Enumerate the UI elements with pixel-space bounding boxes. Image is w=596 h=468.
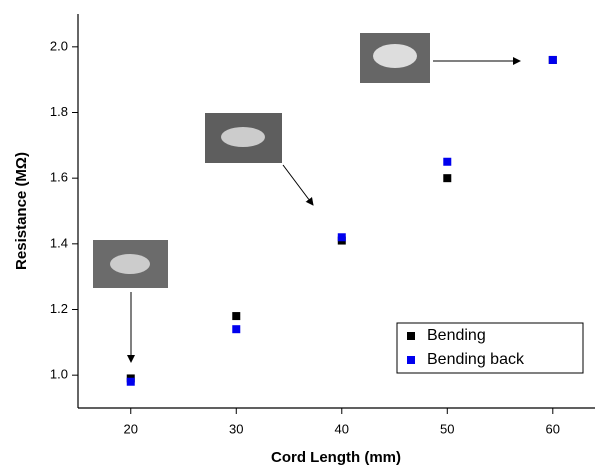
point (232, 325, 241, 334)
legend-swatch (407, 332, 415, 340)
arrow (282, 164, 314, 206)
legend-label: Bending back (427, 351, 525, 368)
x-axis-label: Cord Length (mm) (271, 449, 401, 466)
x-tick-label: 50 (440, 421, 454, 436)
legend-label: Bending (427, 327, 486, 344)
point (337, 233, 346, 242)
photo-detail (373, 44, 417, 68)
y-tick-label: 1.0 (50, 367, 68, 382)
legend-swatch (407, 356, 415, 364)
point (548, 55, 557, 64)
y-tick-label: 1.8 (50, 104, 68, 119)
x-tick-label: 30 (229, 421, 243, 436)
legend (396, 322, 584, 374)
y-tick-label: 1.6 (50, 170, 68, 185)
point (443, 174, 452, 183)
x-tick-label: 20 (124, 421, 138, 436)
y-tick-label: 2.0 (50, 38, 68, 53)
photo-detail (221, 127, 265, 147)
x-tick-label: 40 (335, 421, 349, 436)
photo-detail (110, 254, 150, 274)
y-tick-label: 1.4 (50, 235, 68, 250)
point (232, 312, 241, 321)
x-tick-label: 60 (546, 421, 560, 436)
y-tick-label: 1.2 (50, 301, 68, 316)
point (126, 377, 135, 386)
point (443, 157, 452, 166)
y-axis-label: Resistance (MΩ) (13, 152, 30, 270)
